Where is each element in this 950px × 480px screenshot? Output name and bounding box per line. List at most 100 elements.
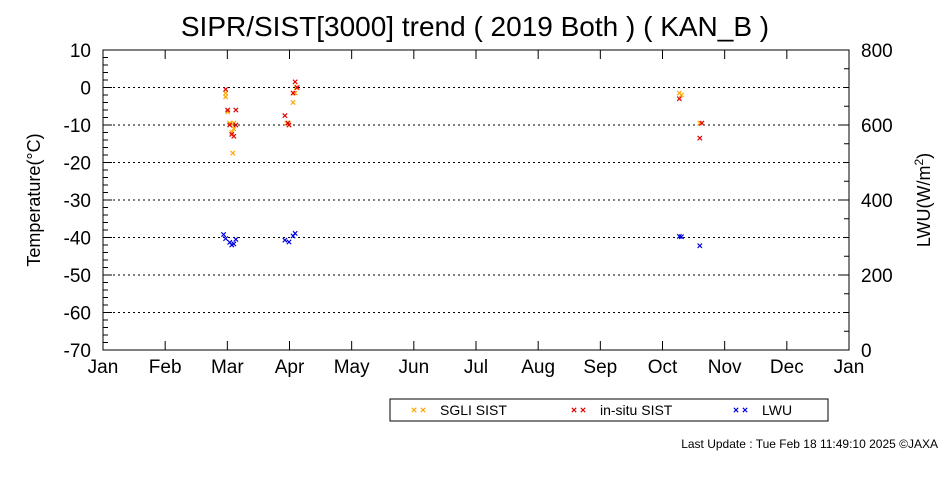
data-point-stroke <box>231 133 237 139</box>
data-point <box>742 407 748 413</box>
series-in-situ-sist <box>223 79 705 141</box>
data-point <box>678 234 684 240</box>
x-tick-label: Jan <box>834 357 865 378</box>
data-point-stroke <box>286 239 292 245</box>
data-point-stroke <box>223 90 229 96</box>
y2-tick-label: 0 <box>861 341 872 362</box>
data-point-stroke <box>699 120 705 126</box>
data-point-stroke <box>294 84 300 91</box>
data-point-stroke <box>229 129 235 136</box>
y2-tick-label: 800 <box>861 41 893 62</box>
data-point-stroke <box>227 239 233 245</box>
data-point <box>227 122 233 128</box>
data-point <box>580 407 586 413</box>
data-point <box>231 241 237 247</box>
data-point <box>697 135 703 141</box>
y-tick-label: -40 <box>64 229 91 250</box>
data-points <box>220 79 705 249</box>
x-tick-label: Sep <box>583 357 617 378</box>
x-tick-label: Aug <box>521 357 555 378</box>
data-point <box>229 129 235 136</box>
data-point <box>290 99 296 106</box>
x-tick-label: Jul <box>464 357 488 378</box>
y2-tick-label: 600 <box>861 116 893 137</box>
data-point <box>294 84 300 91</box>
series-lwu <box>220 230 703 249</box>
y-tick-label: -60 <box>64 304 91 325</box>
legend-entry: in-situ SIST <box>571 402 673 418</box>
data-point <box>286 122 292 128</box>
data-point-stroke <box>678 92 684 98</box>
legend-label: LWU <box>762 402 792 418</box>
data-point <box>225 109 231 115</box>
data-point-stroke <box>233 236 239 242</box>
last-update-text: Last Update : Tue Feb 18 11:49:10 2025 ©… <box>681 437 938 451</box>
data-point <box>233 236 239 242</box>
x-tick-label: Dec <box>770 357 804 378</box>
chart-title: SIPR/SIST[3000] trend ( 2019 Both ) ( KA… <box>181 11 769 42</box>
series-sgli-sist <box>223 84 703 156</box>
y-tick-label: 10 <box>70 41 91 62</box>
data-point-stroke <box>697 243 703 249</box>
data-point <box>233 107 239 113</box>
y2-axis-label: LWU(W/m2) <box>912 153 934 247</box>
legend-label: in-situ SIST <box>600 402 673 418</box>
data-point-stroke <box>742 407 748 413</box>
data-point <box>227 120 233 126</box>
x-tick-label: Nov <box>708 357 742 378</box>
data-point <box>282 113 288 119</box>
axes: 100-10-20-30-40-50-60-708006004002000Jan… <box>64 41 893 378</box>
data-point <box>292 230 298 236</box>
data-point <box>292 79 298 85</box>
data-point <box>676 96 682 102</box>
x-tick-label: Jun <box>399 357 430 378</box>
data-point <box>225 107 231 113</box>
y-tick-label: -10 <box>64 116 91 137</box>
data-point-stroke <box>223 86 229 92</box>
data-point <box>233 122 239 128</box>
data-point-stroke <box>225 107 231 113</box>
legend-label: SGLI SIST <box>440 402 507 418</box>
data-point <box>231 126 237 132</box>
data-point-stroke <box>282 237 288 243</box>
legend-entry: LWU <box>733 402 792 418</box>
data-point-stroke <box>292 79 298 85</box>
data-point-stroke <box>233 122 239 128</box>
data-point-stroke <box>223 236 229 242</box>
data-point <box>223 94 229 100</box>
legend: SGLI SIST in-situ SIST LWU <box>389 398 829 422</box>
legend-entry: SGLI SIST <box>411 402 507 418</box>
data-point <box>223 236 229 242</box>
data-point-stroke <box>286 122 292 128</box>
data-point-stroke <box>290 90 296 96</box>
data-point-stroke <box>676 233 682 239</box>
data-point-stroke <box>227 120 233 126</box>
data-point-stroke <box>733 407 739 413</box>
data-point-stroke <box>225 109 231 115</box>
data-point <box>282 237 288 243</box>
data-point <box>292 90 298 96</box>
data-point-stroke <box>580 407 586 413</box>
data-point <box>230 150 236 156</box>
data-point-stroke <box>231 126 237 132</box>
data-point-stroke <box>293 84 299 91</box>
data-point-stroke <box>678 234 684 240</box>
x-tick-label: Oct <box>648 357 678 378</box>
data-point <box>411 407 417 413</box>
y-tick-label: -20 <box>64 154 91 175</box>
y-tick-label: -30 <box>64 191 91 212</box>
y-tick-label: 0 <box>80 79 91 100</box>
data-point-stroke <box>292 230 298 236</box>
y2-tick-label: 200 <box>861 266 893 287</box>
data-point <box>697 243 703 249</box>
data-point-stroke <box>697 135 703 141</box>
data-point <box>733 407 739 413</box>
data-point-stroke <box>233 107 239 113</box>
data-point-stroke <box>223 94 229 100</box>
data-point-stroke <box>230 150 236 156</box>
data-point <box>699 120 705 126</box>
data-point <box>697 120 703 126</box>
data-point <box>231 133 237 139</box>
